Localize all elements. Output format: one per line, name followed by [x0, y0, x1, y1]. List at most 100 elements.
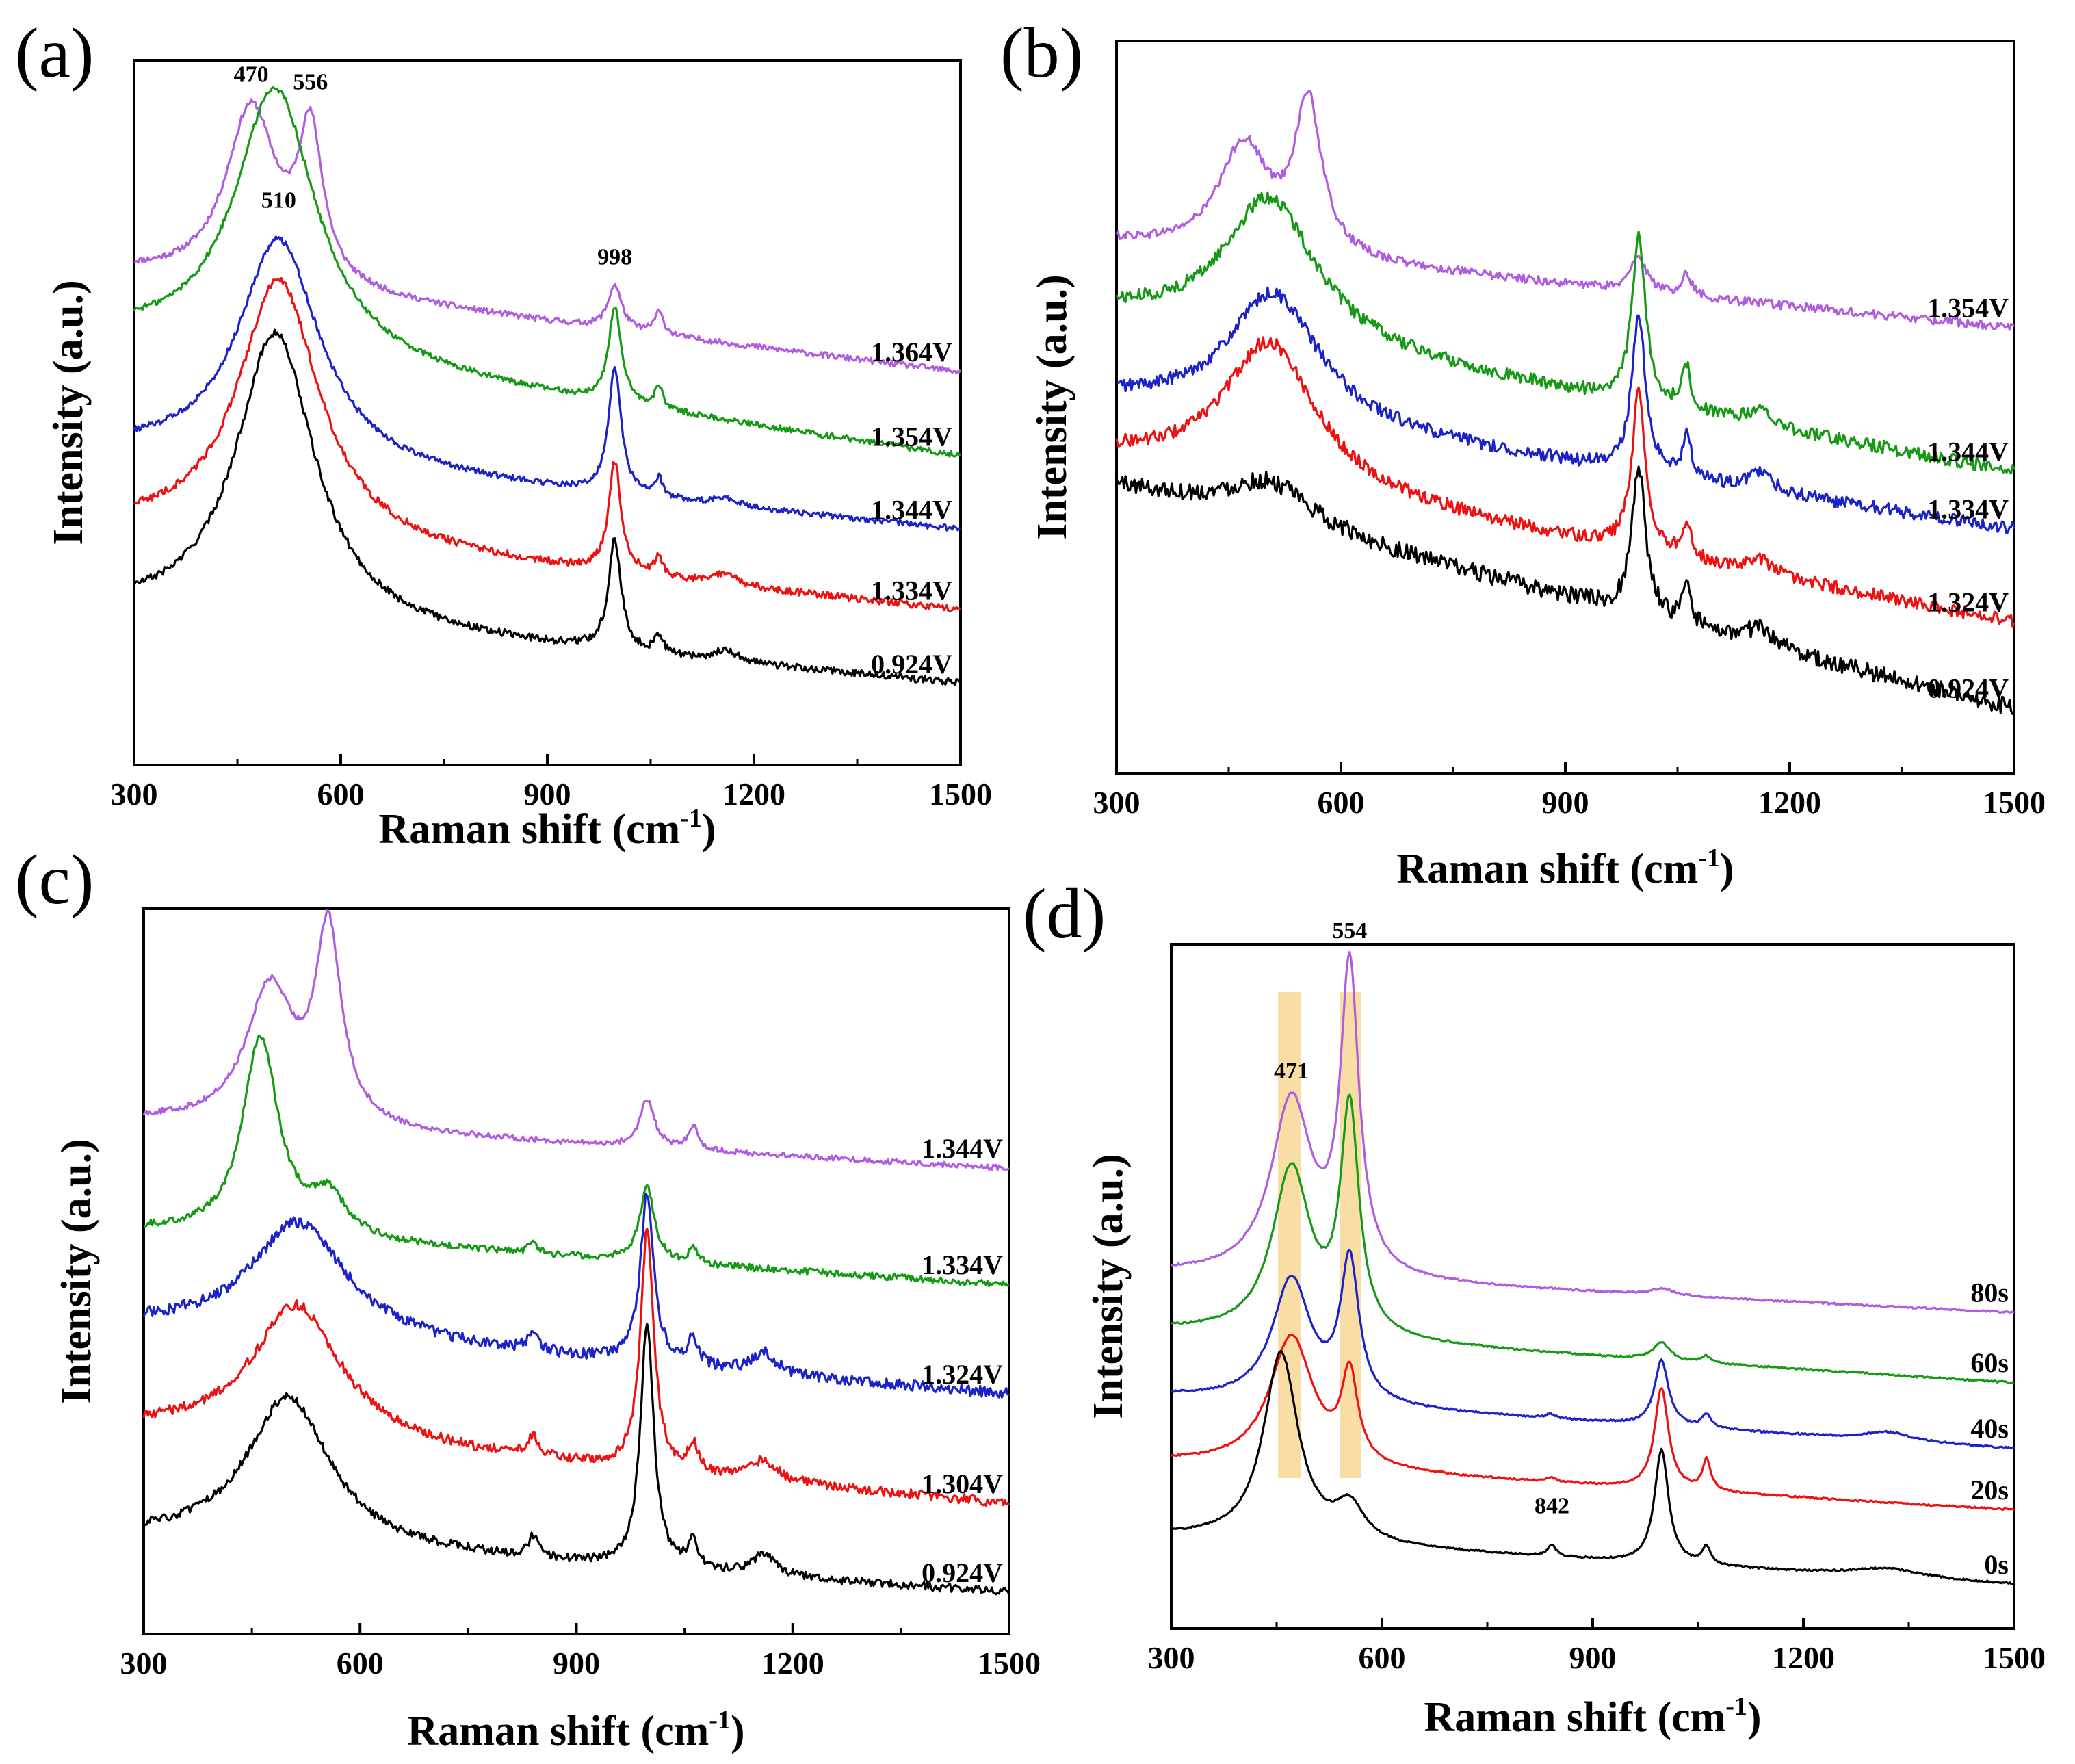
panel-label-b: (b) — [1000, 14, 1083, 92]
series-label: 0.924V — [1927, 673, 2009, 704]
peak-annotations-d: 471 554 842 — [1274, 918, 1569, 1518]
curve-labels-c: 1.344V 1.334V 1.324V 1.304V 0.924V — [922, 1133, 1003, 1588]
x-tick-label: 1500 — [1983, 785, 2046, 820]
x-tick-label: 1500 — [1983, 1640, 2046, 1675]
traces-c — [142, 909, 1010, 1596]
x-tick-label: 300 — [120, 1646, 168, 1681]
series-label: 1.334V — [871, 575, 952, 606]
y-axis-label-a: Intensity (a.u.) — [45, 280, 92, 545]
panel-b: (b) 1.354V 1.344V 1.334V 1.324V 0.924V 300 60… — [1000, 14, 2046, 892]
plot-frame-c — [142, 907, 1010, 1635]
series-line — [133, 277, 961, 612]
series-label: 40s — [1970, 1413, 2009, 1444]
traces-d — [1171, 950, 2015, 1585]
x-tick-label: 1200 — [722, 777, 785, 812]
x-tick-label: 900 — [1542, 785, 1589, 820]
x-tick-label: 600 — [317, 777, 365, 812]
x-tick-label: 300 — [1093, 785, 1140, 820]
x-tick-label: 300 — [1148, 1640, 1195, 1675]
panel-label-a: (a) — [15, 14, 94, 92]
series-line — [133, 98, 962, 374]
curve-labels-b: 1.354V 1.344V 1.334V 1.324V 0.924V — [1927, 293, 2009, 704]
series-label: 1.324V — [922, 1359, 1003, 1390]
traces-b — [1115, 90, 2015, 715]
peak-annotation: 842 — [1535, 1494, 1569, 1519]
peak-annotation: 471 — [1274, 1059, 1309, 1084]
x-tick-label: 900 — [553, 1646, 600, 1681]
series-line — [142, 909, 1010, 1171]
series-label: 1.364V — [871, 337, 952, 367]
series-label: 20s — [1970, 1475, 2009, 1505]
x-tick-label: 1500 — [929, 777, 992, 812]
series-label: 1.354V — [1927, 293, 2009, 324]
series-line — [1171, 950, 2015, 1314]
series-label: 0.924V — [871, 649, 952, 679]
x-tick-label: 900 — [524, 777, 571, 812]
series-line — [133, 235, 961, 532]
series-label: 0.924V — [922, 1557, 1003, 1588]
x-axis-label-a: Raman shift (cm-1) — [378, 804, 716, 853]
series-label: 1.344V — [871, 495, 952, 526]
series-label: 80s — [1970, 1277, 2009, 1308]
panel-d: (d) 80s 60s 40s 20s 0s 471 554 842 300 600 900 12… — [1023, 874, 2046, 1741]
peak-annotation: 556 — [293, 70, 328, 95]
peak-annotations-a: 470 556 998 510 — [234, 62, 633, 270]
x-tick-label: 1200 — [1772, 1640, 1835, 1675]
series-line — [143, 1323, 1010, 1596]
x-ticks-b: 300 600 900 1200 1500 — [1093, 762, 2046, 820]
series-line — [1115, 90, 2015, 331]
x-tick-label: 1500 — [978, 1646, 1041, 1681]
series-label: 1.354V — [871, 421, 952, 452]
peak-annotation: 998 — [597, 245, 632, 270]
panel-a: (a) 1.364V 1.354V 1.344V 1.334V 0.924V 470 55… — [15, 14, 992, 853]
y-axis-label-c: Intensity (a.u.) — [53, 1139, 100, 1404]
peak-annotation: 554 — [1332, 918, 1367, 944]
curve-labels-a: 1.364V 1.354V 1.344V 1.334V 0.924V — [871, 337, 952, 679]
panel-label-c: (c) — [15, 840, 94, 919]
x-tick-label: 900 — [1569, 1640, 1617, 1675]
series-line — [133, 86, 961, 458]
series-line — [133, 328, 962, 686]
curve-labels-d: 80s 60s 40s 20s 0s — [1970, 1277, 2009, 1579]
x-ticks-d: 300 600 900 1200 1500 — [1148, 1618, 2046, 1675]
x-tick-label: 1200 — [1758, 785, 1821, 820]
y-axis-label-d: Intensity (a.u.) — [1085, 1154, 1132, 1419]
panel-c: (c) 1.344V 1.334V 1.324V 1.304V 0.924V 300 60… — [15, 840, 1041, 1754]
series-line — [1115, 191, 2015, 475]
series-label: 1.334V — [922, 1249, 1003, 1280]
series-label: 1.344V — [1927, 436, 2009, 467]
traces-a — [133, 86, 962, 686]
x-ticks-a: 300 600 900 1200 1500 — [111, 754, 992, 812]
series-label: 1.334V — [1927, 493, 2009, 524]
y-axis-label-b: Intensity (a.u.) — [1029, 274, 1075, 540]
series-line — [142, 1192, 1010, 1399]
series-line — [142, 1227, 1010, 1507]
series-label: 1.344V — [922, 1133, 1003, 1164]
x-axis-label-d: Raman shift (cm-1) — [1424, 1692, 1761, 1741]
series-label: 60s — [1970, 1347, 2009, 1378]
highlight-band — [1278, 992, 1301, 1478]
plot-frame-a — [133, 59, 962, 766]
series-line — [1171, 1093, 2015, 1385]
series-line — [143, 1034, 1010, 1288]
peak-annotation: 510 — [261, 187, 296, 213]
series-line — [1115, 465, 2015, 715]
series-line — [1171, 1249, 2015, 1450]
x-tick-label: 300 — [111, 777, 158, 812]
x-tick-label: 600 — [1318, 785, 1365, 820]
series-label: 1.304V — [922, 1468, 1003, 1499]
x-ticks-c: 300 600 900 1200 1500 — [120, 1623, 1041, 1681]
series-line — [1115, 336, 2015, 628]
x-axis-label-c: Raman shift (cm-1) — [407, 1706, 744, 1754]
series-line — [1171, 1334, 2015, 1512]
series-label: 0s — [1984, 1549, 2009, 1580]
x-tick-label: 600 — [337, 1646, 384, 1681]
panel-label-d: (d) — [1023, 874, 1106, 953]
x-tick-label: 600 — [1359, 1640, 1406, 1675]
series-label: 1.324V — [1927, 587, 2009, 618]
x-axis-label-b: Raman shift (cm-1) — [1396, 844, 1734, 892]
peak-annotation: 470 — [234, 62, 269, 87]
series-line — [1171, 1349, 2014, 1585]
x-tick-label: 1200 — [761, 1646, 824, 1681]
